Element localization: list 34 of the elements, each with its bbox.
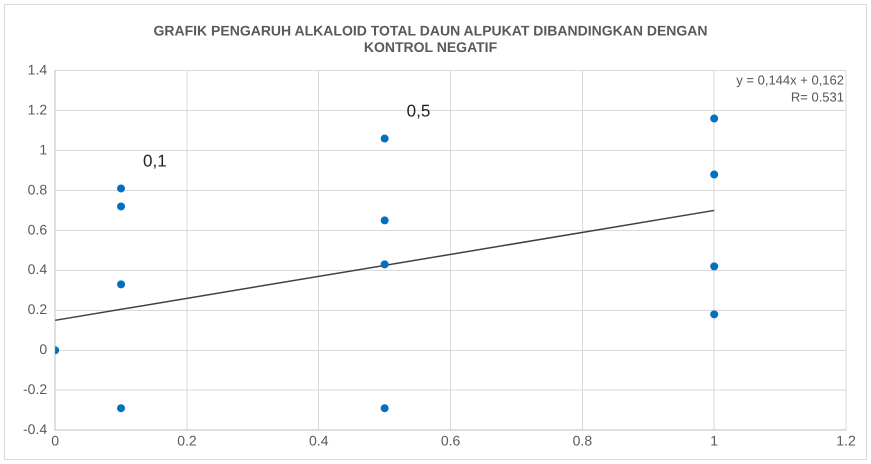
x-tick-label: 1.2 <box>836 432 856 448</box>
point <box>710 114 718 123</box>
x-tick-label: 0.6 <box>440 432 461 448</box>
y-tick-label: -0.2 <box>23 381 48 398</box>
y-tick-label: 0.2 <box>28 301 48 318</box>
y-tick-label: 0 <box>39 341 48 358</box>
point <box>117 184 126 192</box>
point <box>117 202 126 210</box>
x-tick-label: 1 <box>710 432 718 448</box>
y-tick-label: 1 <box>39 141 48 158</box>
point <box>710 310 718 318</box>
y-tick-label: 0.6 <box>28 221 48 238</box>
point <box>710 262 718 270</box>
y-tick-label: 1.4 <box>28 61 48 78</box>
point <box>710 170 718 178</box>
x-tick-label: 0 <box>51 432 60 448</box>
annotation: 0,1 <box>143 151 167 170</box>
y-tick-label: 0.4 <box>28 261 48 278</box>
annotation: 0,5 <box>406 102 430 121</box>
point <box>117 404 126 412</box>
point <box>380 260 389 268</box>
annotation: R= 0.531 <box>790 90 844 105</box>
x-tick-label: 0.2 <box>177 432 197 448</box>
chart-title: GRAFIK PENGARUH ALKALOID TOTAL DAUN ALPUKAT DIBANDINGKAN DENGAN KONTROL NEGATIF <box>153 22 708 56</box>
point <box>380 134 389 143</box>
y-tick-label: 1.2 <box>28 101 48 118</box>
x-tick-label: 0.8 <box>572 432 592 448</box>
point <box>380 404 389 412</box>
annotation: y = 0,144x + 0,162 <box>736 72 844 88</box>
y-tick-label: -0.4 <box>23 421 48 438</box>
y-tick-label: 0.8 <box>28 181 48 198</box>
x-tick-label: 0.4 <box>309 432 329 448</box>
point <box>117 280 126 288</box>
point <box>380 216 389 224</box>
